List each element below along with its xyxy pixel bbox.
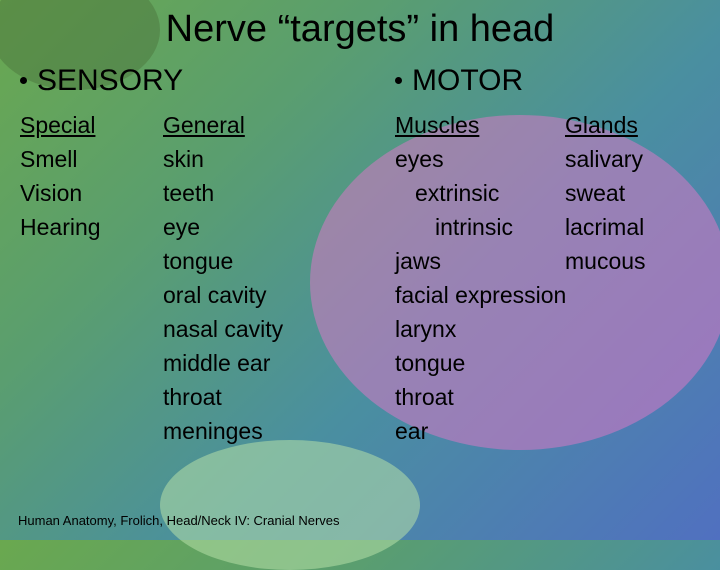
motor-item: ear (395, 414, 566, 448)
sensory-item: oral cavity (163, 278, 283, 312)
motor-item: eyes (395, 142, 566, 176)
sensory-item: middle ear (163, 346, 283, 380)
motor-column-header: Glands (565, 108, 646, 142)
slide-footer: Human Anatomy, Frolich, Head/Neck IV: Cr… (18, 513, 340, 528)
sensory-item: throat (163, 380, 283, 414)
sensory-item: Vision (20, 176, 101, 210)
motor-item: extrinsic (395, 176, 566, 210)
motor-item: mucous (565, 244, 646, 278)
sensory-column-header: Special (20, 108, 101, 142)
motor-item: sweat (565, 176, 646, 210)
motor-column: Glandssalivarysweatlacrimalmucous (565, 108, 646, 278)
sensory-item: tongue (163, 244, 283, 278)
decorative-ellipse (160, 440, 420, 570)
sensory-column-header: General (163, 108, 283, 142)
sensory-column: Generalskinteetheyetongueoral cavitynasa… (163, 108, 283, 448)
sensory-item: meninges (163, 414, 283, 448)
motor-item: facial expression (395, 278, 566, 312)
sensory-item: skin (163, 142, 283, 176)
sensory-item: eye (163, 210, 283, 244)
motor-heading: MOTOR (395, 64, 523, 98)
sensory-heading-text: SENSORY (37, 64, 183, 97)
bullet-icon (20, 77, 27, 84)
motor-heading-text: MOTOR (412, 64, 523, 97)
motor-item: tongue (395, 346, 566, 380)
motor-item: jaws (395, 244, 566, 278)
motor-item: salivary (565, 142, 646, 176)
sensory-item: Hearing (20, 210, 101, 244)
sensory-item: teeth (163, 176, 283, 210)
motor-item: throat (395, 380, 566, 414)
sensory-column: SpecialSmellVisionHearing (20, 108, 101, 244)
motor-item: lacrimal (565, 210, 646, 244)
sensory-heading: SENSORY (20, 64, 183, 98)
slide-title: Nerve “targets” in head (0, 8, 720, 51)
motor-item: intrinsic (395, 210, 566, 244)
bullet-icon (395, 77, 402, 84)
sensory-item: Smell (20, 142, 101, 176)
motor-column: Muscleseyesextrinsicintrinsicjawsfacial … (395, 108, 566, 448)
motor-item: larynx (395, 312, 566, 346)
sensory-item: nasal cavity (163, 312, 283, 346)
motor-column-header: Muscles (395, 108, 566, 142)
